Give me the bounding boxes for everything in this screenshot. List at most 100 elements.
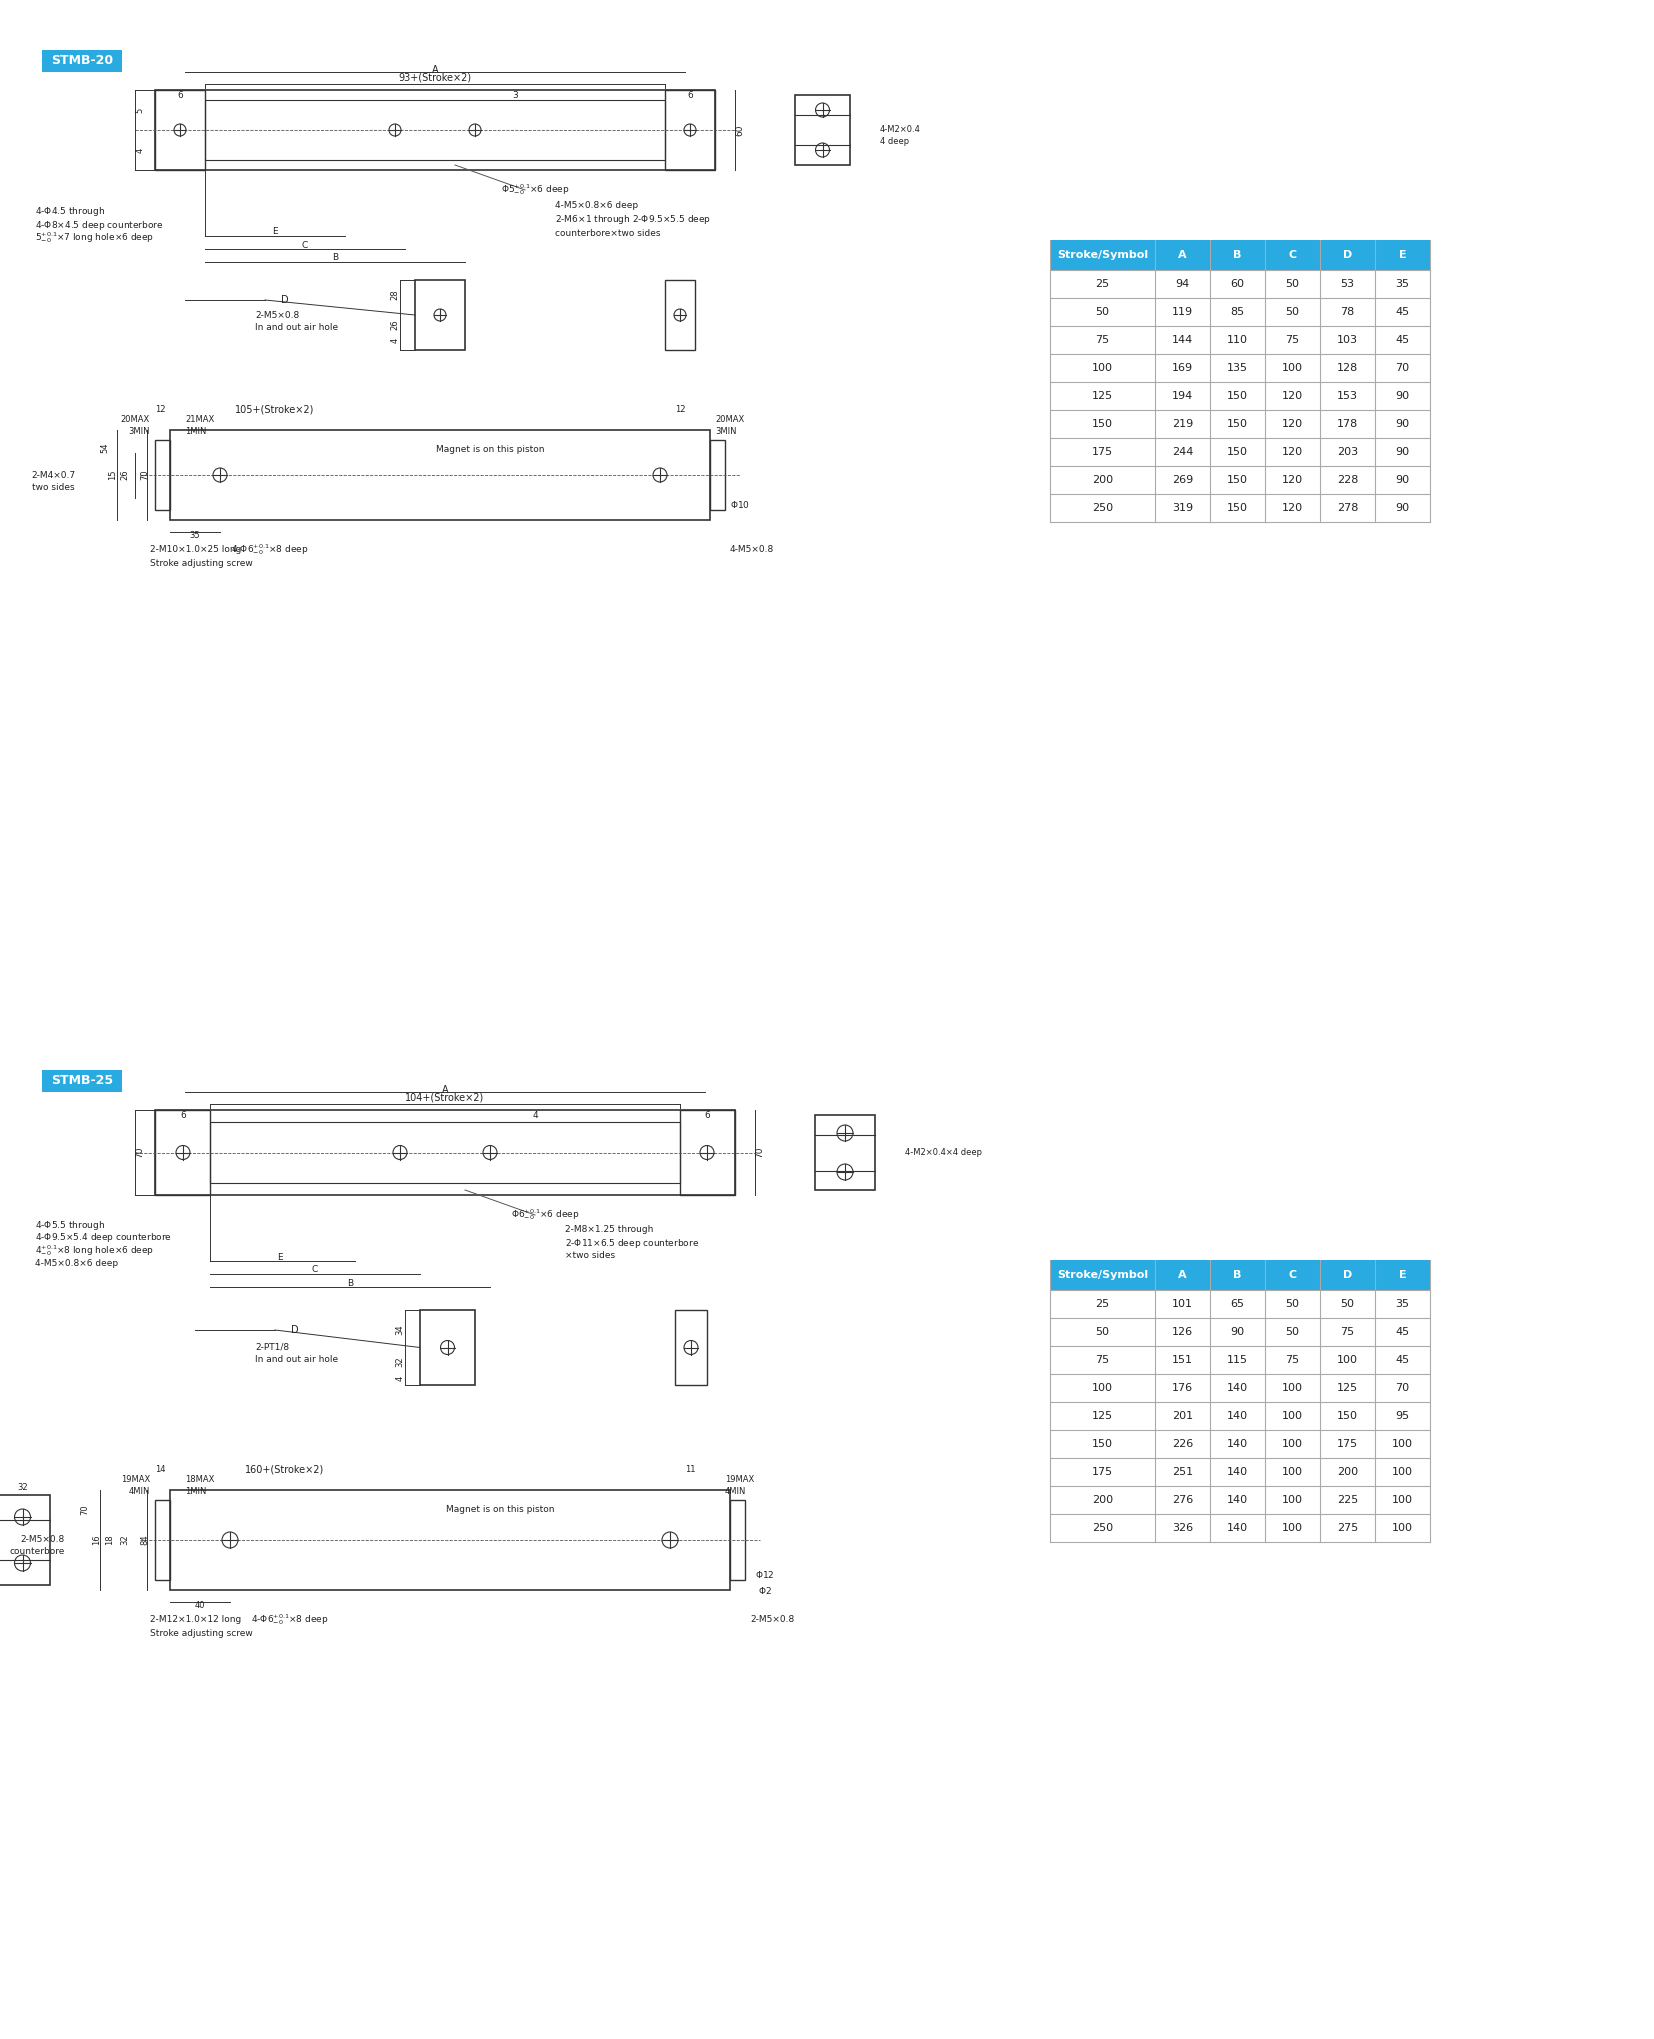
Bar: [1154, 1260, 1211, 1291]
Text: 150: 150: [1227, 391, 1249, 402]
Text: two sides: two sides: [33, 483, 74, 491]
Text: A: A: [432, 65, 438, 75]
Text: 144: 144: [1173, 334, 1193, 345]
Bar: [155, 440, 170, 510]
Text: 104+(Stroke×2): 104+(Stroke×2): [405, 1093, 485, 1103]
Text: 90: 90: [1231, 1327, 1244, 1338]
Text: 140: 140: [1227, 1523, 1249, 1533]
Text: 75: 75: [1285, 1356, 1300, 1364]
Text: 250: 250: [1092, 1523, 1113, 1533]
Text: 150: 150: [1227, 447, 1249, 457]
Bar: [170, 430, 710, 520]
Text: 2-M5×0.8: 2-M5×0.8: [255, 310, 299, 320]
Text: $5^{+0.1}_{-0}$×7 long hole×6 deep: $5^{+0.1}_{-0}$×7 long hole×6 deep: [35, 230, 154, 245]
Text: 4-M2×0.4×4 deep: 4-M2×0.4×4 deep: [905, 1148, 982, 1156]
Text: D: D: [1343, 251, 1351, 261]
Text: 25: 25: [1095, 279, 1110, 290]
Text: 100: 100: [1282, 1466, 1303, 1476]
Text: 18: 18: [106, 1535, 114, 1546]
Bar: [729, 1501, 744, 1580]
Text: 200: 200: [1336, 1466, 1358, 1476]
Bar: [155, 90, 205, 169]
Text: 4: 4: [395, 1376, 405, 1380]
Text: 125: 125: [1092, 1411, 1113, 1421]
Text: 100: 100: [1282, 1495, 1303, 1505]
Text: 94: 94: [1176, 279, 1189, 290]
Text: 45: 45: [1396, 1356, 1409, 1364]
Text: 19MAX: 19MAX: [121, 1476, 151, 1484]
Text: 115: 115: [1227, 1356, 1249, 1364]
Text: B: B: [347, 1278, 352, 1287]
Text: 244: 244: [1171, 447, 1193, 457]
Text: 100: 100: [1092, 363, 1113, 373]
Text: counterbore: counterbore: [10, 1548, 65, 1556]
Text: 90: 90: [1396, 475, 1409, 485]
Text: 140: 140: [1227, 1382, 1249, 1393]
Text: 100: 100: [1393, 1495, 1413, 1505]
Bar: [205, 100, 665, 159]
Bar: [1320, 1260, 1374, 1291]
Text: 153: 153: [1336, 391, 1358, 402]
Text: 169: 169: [1173, 363, 1193, 373]
Text: 126: 126: [1173, 1327, 1193, 1338]
Text: 32: 32: [121, 1535, 129, 1546]
Text: C: C: [313, 1266, 318, 1274]
Text: 201: 201: [1173, 1411, 1193, 1421]
Text: 175: 175: [1336, 1440, 1358, 1450]
Text: 125: 125: [1336, 1382, 1358, 1393]
Text: 54: 54: [101, 442, 109, 453]
Text: 50: 50: [1285, 1327, 1300, 1338]
Bar: [155, 1109, 734, 1195]
Text: 178: 178: [1336, 418, 1358, 428]
Text: 4MIN: 4MIN: [724, 1488, 746, 1497]
Text: 2-M4×0.7: 2-M4×0.7: [31, 471, 74, 479]
Text: 4-$\Phi$4.5 through: 4-$\Phi$4.5 through: [35, 206, 106, 218]
Text: 18MAX: 18MAX: [185, 1476, 215, 1484]
Text: 4: 4: [533, 1111, 538, 1119]
Text: 4: 4: [136, 147, 144, 153]
Text: 100: 100: [1336, 1356, 1358, 1364]
Text: 120: 120: [1282, 418, 1303, 428]
Text: 226: 226: [1173, 1440, 1193, 1450]
Text: 35: 35: [1396, 279, 1409, 290]
Text: E: E: [278, 1252, 283, 1262]
Text: A: A: [442, 1085, 448, 1095]
Text: 150: 150: [1227, 504, 1249, 514]
Text: Magnet is on this piston: Magnet is on this piston: [435, 445, 544, 455]
Text: 160+(Stroke×2): 160+(Stroke×2): [245, 1464, 324, 1474]
Text: 16: 16: [93, 1535, 101, 1546]
Text: 50: 50: [1285, 308, 1300, 316]
Text: 70: 70: [1396, 1382, 1409, 1393]
Text: 176: 176: [1173, 1382, 1193, 1393]
Bar: [420, 1309, 475, 1384]
Text: 6: 6: [705, 1111, 710, 1119]
Bar: [210, 1121, 680, 1183]
Text: 4-$\Phi$6$^{+0.1}_{-0}$×8 deep: 4-$\Phi$6$^{+0.1}_{-0}$×8 deep: [251, 1613, 329, 1627]
Text: 101: 101: [1173, 1299, 1193, 1309]
Text: STMB-20: STMB-20: [51, 55, 112, 67]
Text: Stroke adjusting screw: Stroke adjusting screw: [151, 559, 253, 567]
Text: 45: 45: [1396, 1327, 1409, 1338]
Text: 140: 140: [1227, 1495, 1249, 1505]
Text: C: C: [1288, 1270, 1297, 1280]
Text: 100: 100: [1282, 363, 1303, 373]
Text: 4 deep: 4 deep: [880, 137, 910, 147]
Text: 50: 50: [1285, 1299, 1300, 1309]
Text: 50: 50: [1095, 1327, 1110, 1338]
Text: 4-$\Phi$5.5 through: 4-$\Phi$5.5 through: [35, 1219, 106, 1232]
Text: 20MAX: 20MAX: [715, 416, 744, 424]
Text: D: D: [291, 1325, 299, 1336]
Text: 34: 34: [395, 1325, 405, 1336]
Bar: [675, 1309, 706, 1384]
Text: D: D: [281, 296, 289, 306]
Text: $\Phi$12: $\Phi$12: [756, 1570, 774, 1580]
Text: 135: 135: [1227, 363, 1249, 373]
Bar: [665, 279, 695, 351]
Bar: [815, 1115, 875, 1191]
Bar: [415, 279, 465, 351]
Text: 326: 326: [1173, 1523, 1193, 1533]
Text: 140: 140: [1227, 1466, 1249, 1476]
Text: 40: 40: [195, 1601, 205, 1609]
Text: 125: 125: [1092, 391, 1113, 402]
Text: 93+(Stroke×2): 93+(Stroke×2): [399, 73, 471, 84]
